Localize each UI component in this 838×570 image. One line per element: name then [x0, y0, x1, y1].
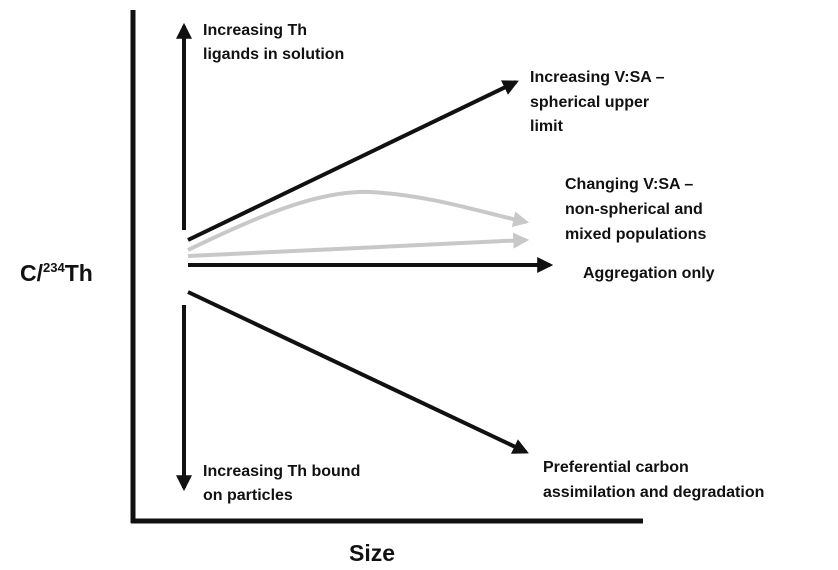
label-aggregation: Aggregation only — [583, 265, 715, 282]
x-axis-label: Size — [349, 540, 395, 566]
label-line: mixed populations — [565, 226, 706, 243]
label-line: non-spherical and — [565, 201, 703, 218]
label-line: Changing V:SA – — [565, 176, 693, 193]
label-line: Increasing Th bound — [203, 463, 360, 480]
arrow-preferential — [187, 290, 529, 454]
label-ligands: Increasing Th ligands in solution — [203, 22, 344, 63]
label-line: on particles — [203, 487, 293, 504]
label-bound: Increasing Th bound on particles — [203, 463, 365, 504]
label-line: assimilation and degradation — [543, 484, 764, 501]
label-spherical: Increasing V:SA – spherical upper limit — [530, 69, 669, 135]
arrow-spherical — [187, 80, 519, 242]
arrow-mixed — [187, 232, 530, 258]
label-line: Increasing V:SA – — [530, 69, 665, 86]
y-axis-suffix: Th — [65, 260, 93, 286]
label-line: Aggregation only — [583, 265, 715, 282]
curve-nonspherical — [187, 189, 530, 252]
label-nonspherical: Changing V:SA – non-spherical and mixed … — [565, 176, 707, 243]
label-line: ligands in solution — [203, 46, 344, 63]
label-preferential: Preferential carbon assimilation and deg… — [543, 459, 764, 501]
label-line: limit — [530, 118, 564, 135]
label-line: spherical upper — [530, 94, 649, 111]
y-axis-label: C/234Th — [20, 260, 93, 286]
y-axis-prefix: C/ — [20, 260, 44, 286]
y-axis-superscript: 234 — [43, 260, 65, 275]
label-line: Preferential carbon — [543, 459, 689, 476]
label-line: Increasing Th — [203, 22, 307, 39]
